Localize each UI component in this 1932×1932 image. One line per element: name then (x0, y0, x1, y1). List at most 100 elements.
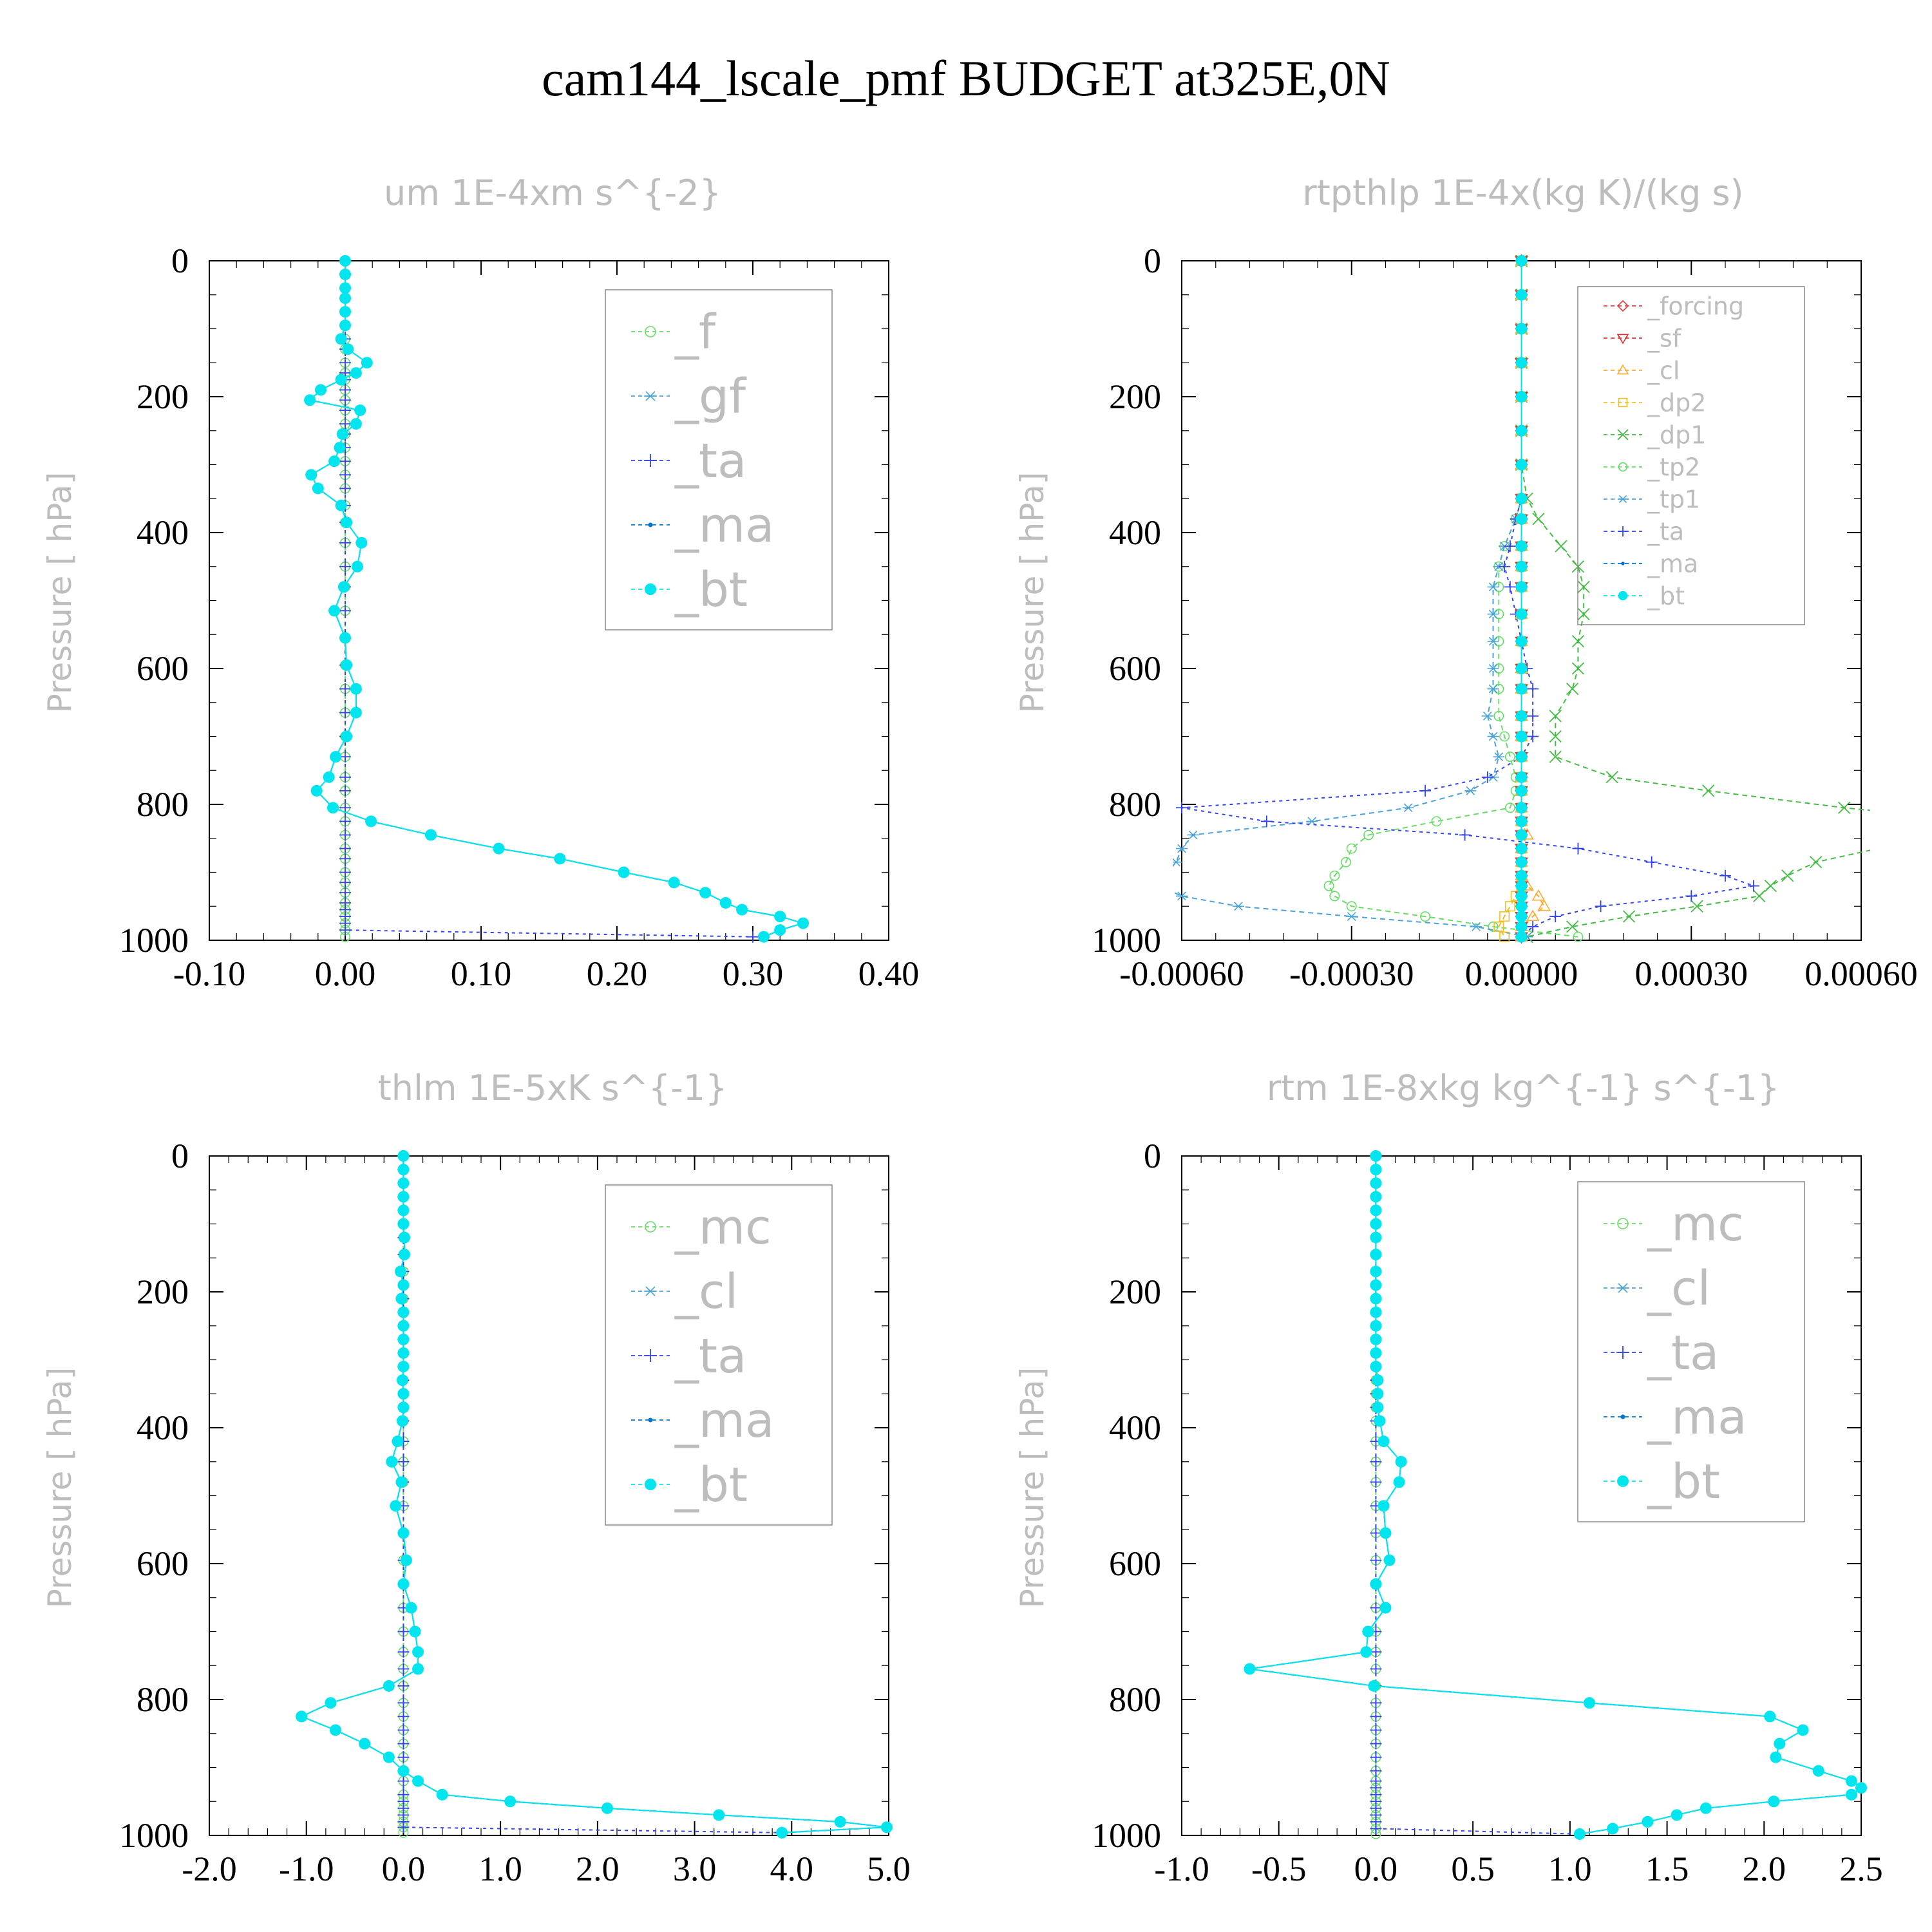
marker-star (644, 1286, 657, 1296)
legend-label: _ta (674, 1329, 746, 1384)
x-tick-label: 2.0 (1743, 1850, 1786, 1888)
marker-disc (397, 1361, 410, 1373)
marker-plus (397, 1663, 410, 1675)
marker-circle (1329, 891, 1340, 902)
y-tick-label: 0 (171, 1137, 189, 1175)
marker-plus (1370, 1602, 1382, 1614)
marker-plus (1370, 1751, 1382, 1763)
marker-disc (355, 536, 368, 549)
marker-star (1616, 1283, 1629, 1293)
marker-disc (1515, 635, 1528, 647)
marker-plus (1370, 1697, 1382, 1709)
marker-disc (1515, 771, 1528, 783)
marker-plus (1527, 710, 1539, 722)
marker-disc (1378, 1500, 1390, 1512)
legend-label: _dp2 (1647, 388, 1706, 417)
marker-disc (1700, 1802, 1712, 1814)
marker-disc (1515, 900, 1528, 913)
marker-cross (1781, 869, 1794, 882)
marker-plus (1370, 1646, 1382, 1658)
panel-title: rtm 1E-8xkg kg^{-1} s^{-1} (1267, 1068, 1780, 1108)
marker-plus (1459, 829, 1471, 841)
marker-disc (554, 853, 566, 865)
marker-plus (1685, 890, 1698, 902)
marker-star (1470, 922, 1482, 931)
marker-disc (713, 1809, 725, 1821)
marker-disc (412, 1646, 424, 1658)
panel-title: thlm 1E-5xK s^{-1} (378, 1068, 728, 1108)
marker-disc (1370, 1333, 1382, 1345)
marker-disc (1370, 1177, 1382, 1189)
marker-plus (339, 815, 351, 828)
marker-disc (350, 683, 362, 695)
marker-circle (1504, 802, 1515, 813)
marker-plus (1719, 869, 1731, 882)
marker-star (1493, 752, 1505, 762)
series-line-ta (1375, 1156, 1580, 1835)
legend-label: _ma (1647, 549, 1698, 578)
marker-plus (339, 771, 351, 783)
marker-disc (397, 1527, 410, 1539)
marker-star (1159, 871, 1171, 880)
marker-plus (339, 536, 351, 549)
marker-cross (1605, 771, 1618, 784)
marker-disc (398, 1231, 410, 1244)
marker-disc (397, 1333, 410, 1345)
plot-frame (1181, 1155, 1862, 1836)
marker-disc (327, 802, 339, 814)
legend-label: _cl (1647, 356, 1680, 384)
marker-plus (397, 1751, 410, 1763)
marker-disc (1515, 663, 1528, 674)
x-tick-label: 1.0 (1548, 1850, 1592, 1888)
marker-disc (1370, 1265, 1382, 1278)
marker-disc (397, 1204, 410, 1217)
marker-plus (397, 1680, 410, 1692)
marker-disc (797, 917, 810, 929)
marker-cross (1622, 910, 1636, 923)
x-tick-label: 0.40 (858, 954, 920, 993)
marker-disc (397, 1401, 410, 1414)
marker-plus (397, 1738, 410, 1750)
marker-disc (1515, 560, 1528, 573)
marker-dot (1620, 1414, 1625, 1419)
marker-triangle-down (1616, 334, 1629, 345)
legend-box (1577, 1181, 1805, 1522)
marker-plus (339, 924, 351, 936)
marker-plus (339, 683, 351, 695)
marker-disc (1370, 1347, 1382, 1359)
y-tick-label: 600 (137, 649, 189, 688)
marker-circle (1488, 921, 1499, 932)
marker-disc (1617, 1475, 1629, 1487)
marker-disc (330, 751, 342, 763)
marker-star (1153, 882, 1165, 890)
marker-disc (1379, 1527, 1392, 1539)
legend-label: _tp1 (1647, 485, 1700, 513)
marker-disc (1764, 1710, 1776, 1723)
legend-label: _ta (674, 433, 746, 489)
marker-disc (736, 904, 748, 916)
marker-disc (383, 1751, 395, 1763)
marker-disc (757, 931, 770, 943)
series-line-cl (299, 1156, 887, 1833)
marker-circle (1346, 901, 1357, 912)
marker-disc (1515, 931, 1528, 943)
marker-disc (397, 1164, 410, 1176)
series-layer (296, 1150, 893, 1839)
marker-disc (361, 357, 373, 369)
marker-disc (1370, 1293, 1382, 1305)
y-tick-label: 600 (1109, 1544, 1161, 1583)
marker-disc (774, 924, 786, 936)
marker-disc (1515, 289, 1528, 301)
marker-plus (1176, 802, 1188, 814)
marker-plus (339, 418, 351, 430)
marker-disc (339, 319, 351, 332)
marker-disc (1855, 1782, 1867, 1794)
marker-disc (1515, 751, 1528, 763)
marker-disc (1370, 1218, 1382, 1230)
y-tick-label: 800 (137, 1680, 189, 1719)
y-tick-label: 400 (137, 513, 189, 552)
y-tick-label: 600 (137, 1544, 189, 1583)
marker-cross (1872, 843, 1884, 855)
marker-disc (339, 632, 351, 644)
